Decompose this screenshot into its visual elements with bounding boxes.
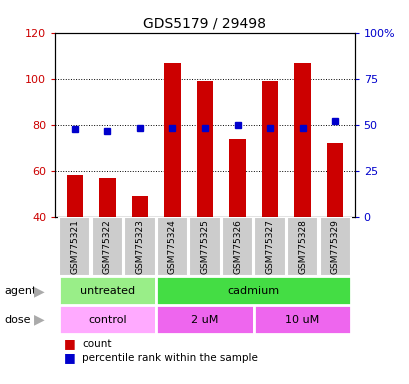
Text: 2 uM: 2 uM — [191, 314, 218, 325]
Text: GSM775325: GSM775325 — [200, 219, 209, 274]
Bar — [254, 217, 285, 276]
Text: ■: ■ — [63, 337, 75, 350]
Bar — [319, 217, 350, 276]
Bar — [92, 217, 123, 276]
Bar — [286, 217, 317, 276]
Bar — [99, 178, 115, 309]
Text: control: control — [88, 314, 126, 325]
Text: ▶: ▶ — [34, 313, 44, 327]
Bar — [164, 63, 180, 309]
Bar — [229, 139, 245, 309]
Text: count: count — [82, 339, 111, 349]
Bar — [326, 143, 342, 309]
Text: GSM775324: GSM775324 — [168, 219, 177, 274]
Bar — [253, 305, 351, 334]
Text: 10 uM: 10 uM — [285, 314, 319, 325]
Bar — [67, 175, 83, 309]
Bar — [221, 217, 252, 276]
Bar — [294, 63, 310, 309]
Text: GSM775322: GSM775322 — [103, 219, 112, 274]
Text: GSM775329: GSM775329 — [330, 219, 339, 274]
Bar — [131, 196, 148, 309]
Bar — [261, 81, 278, 309]
Text: GSM775327: GSM775327 — [265, 219, 274, 274]
Bar — [59, 217, 90, 276]
Text: dose: dose — [4, 314, 31, 325]
Bar — [58, 305, 156, 334]
Text: percentile rank within the sample: percentile rank within the sample — [82, 353, 257, 363]
Bar — [58, 276, 156, 305]
Bar — [156, 276, 351, 305]
Bar — [157, 217, 188, 276]
Text: cadmium: cadmium — [227, 286, 279, 296]
Text: GSM775328: GSM775328 — [297, 219, 306, 274]
Text: untreated: untreated — [80, 286, 135, 296]
Title: GDS5179 / 29498: GDS5179 / 29498 — [143, 16, 266, 30]
Bar — [189, 217, 220, 276]
Text: GSM775321: GSM775321 — [70, 219, 79, 274]
Bar — [156, 305, 253, 334]
Text: ■: ■ — [63, 351, 75, 364]
Text: ▶: ▶ — [34, 284, 44, 298]
Bar — [124, 217, 155, 276]
Text: agent: agent — [4, 286, 36, 296]
Text: GSM775323: GSM775323 — [135, 219, 144, 274]
Bar — [196, 81, 213, 309]
Text: GSM775326: GSM775326 — [232, 219, 241, 274]
